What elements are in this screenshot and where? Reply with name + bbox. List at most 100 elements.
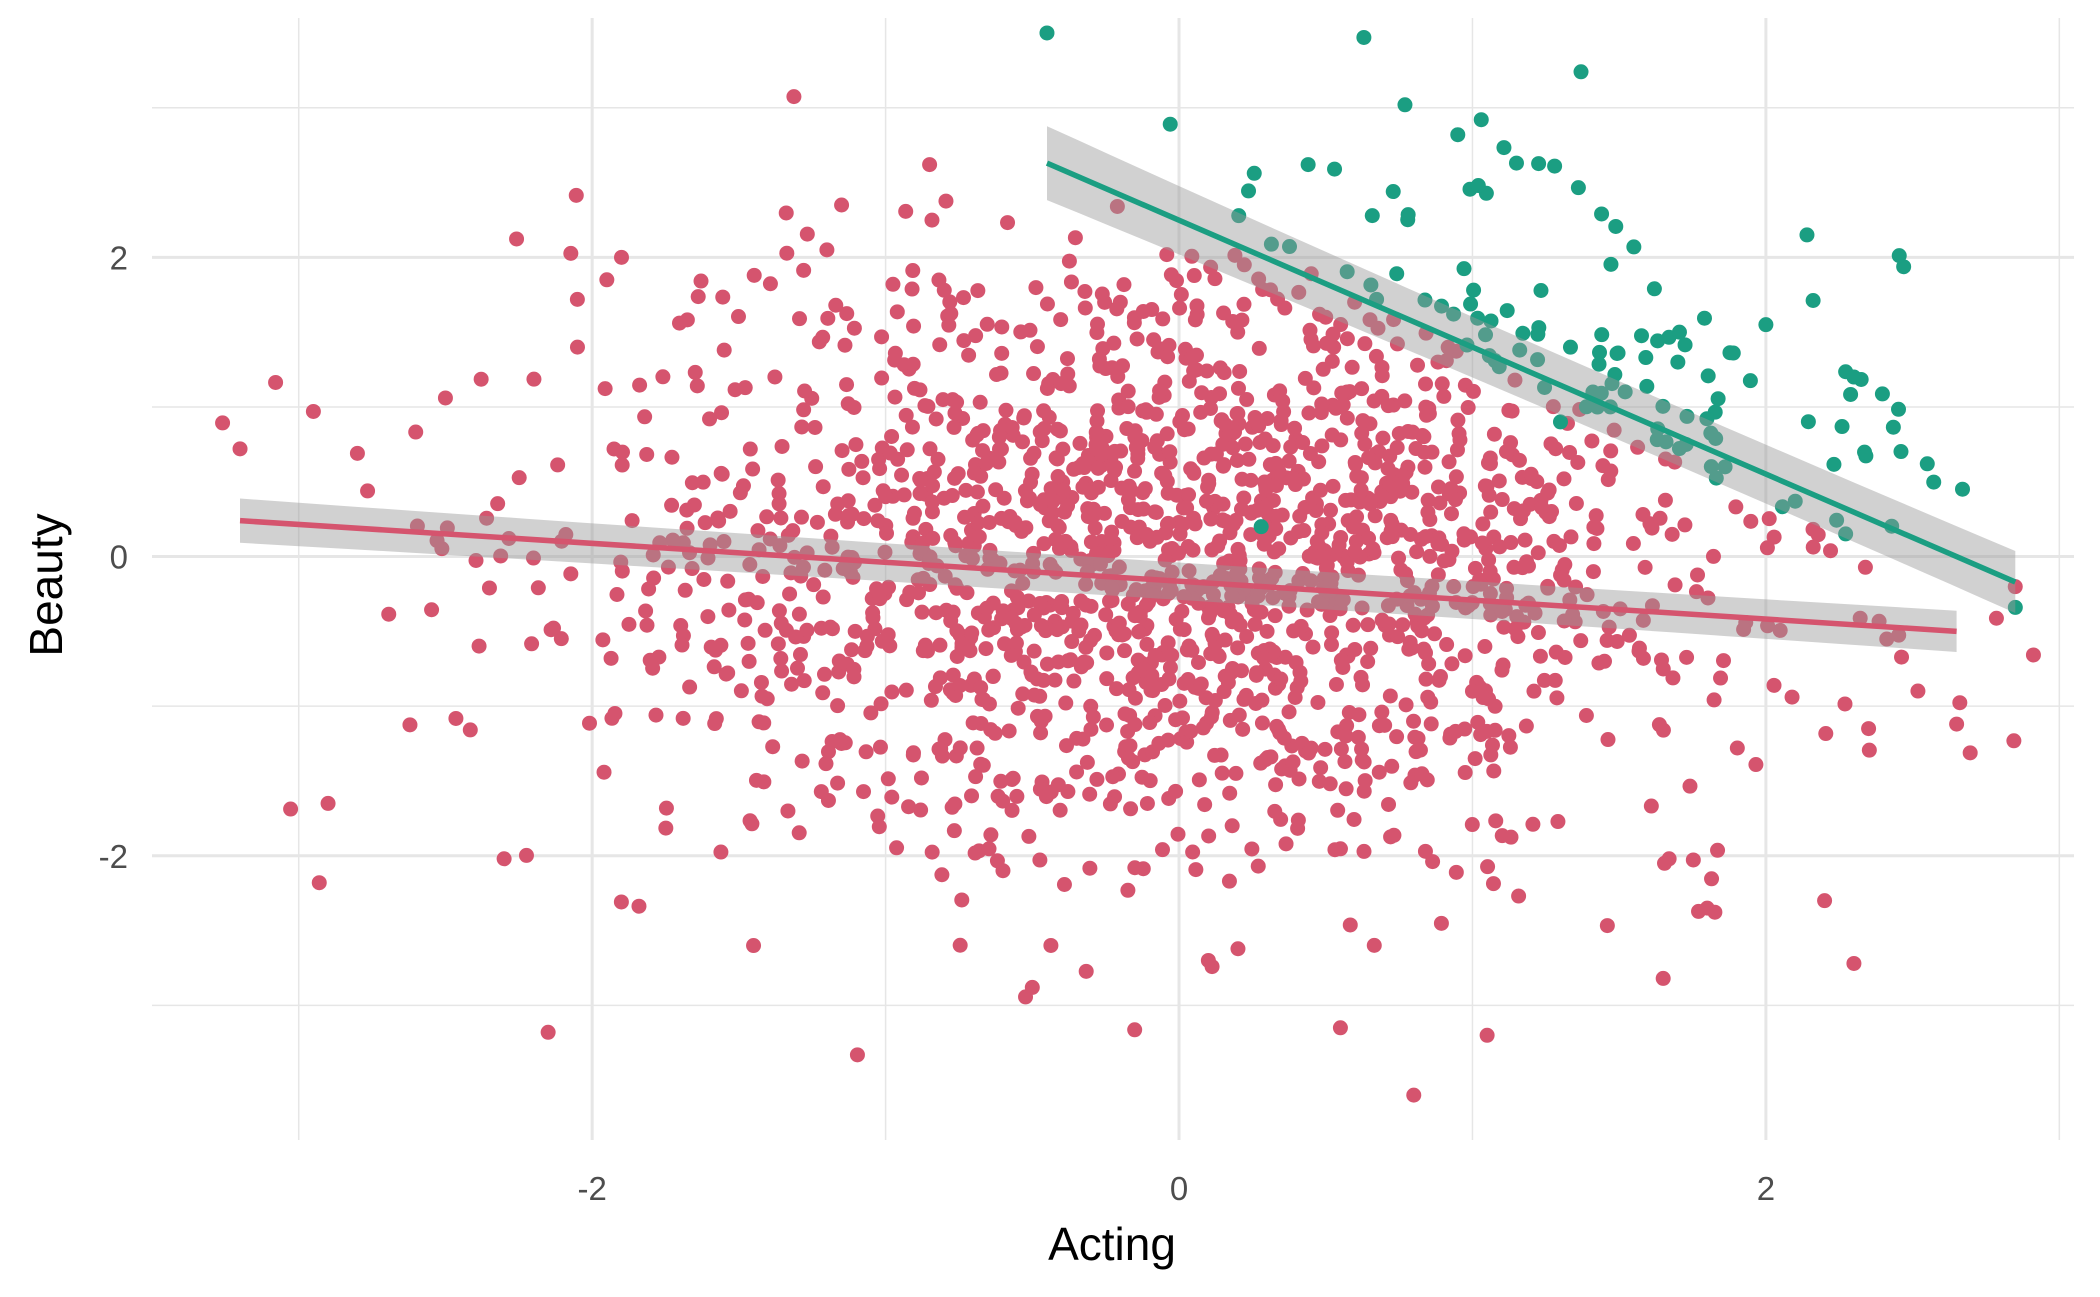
- pink-point: [1123, 801, 1139, 817]
- pink-point: [1962, 745, 1978, 761]
- pink-point: [1244, 841, 1260, 857]
- pink-point: [1183, 723, 1199, 739]
- pink-point: [1334, 385, 1350, 401]
- green-point: [1592, 344, 1608, 360]
- pink-point: [1400, 423, 1416, 439]
- pink-point: [1520, 558, 1536, 574]
- pink-point: [1464, 817, 1480, 833]
- pink-point: [524, 636, 540, 652]
- pink-point: [664, 497, 680, 513]
- pink-point: [1599, 632, 1615, 648]
- pink-point: [847, 623, 863, 639]
- pink-point: [771, 496, 787, 512]
- pink-point: [1254, 692, 1270, 708]
- pink-point: [1268, 478, 1284, 494]
- green-point: [1838, 526, 1854, 542]
- green-point: [1617, 384, 1633, 400]
- pink-point: [1234, 312, 1250, 328]
- pink-point: [530, 580, 546, 596]
- pink-point: [1530, 545, 1546, 561]
- pink-point: [1212, 360, 1228, 376]
- pink-point: [1391, 550, 1407, 566]
- pink-point: [1161, 585, 1177, 601]
- pink-point: [1499, 580, 1515, 596]
- pink-point: [637, 409, 653, 425]
- pink-point: [1891, 627, 1907, 643]
- green-point: [1389, 266, 1405, 282]
- pink-point: [820, 310, 836, 326]
- pink-point: [930, 451, 946, 467]
- pink-point: [360, 483, 376, 499]
- pink-point: [1477, 638, 1493, 654]
- pink-point: [1810, 527, 1826, 543]
- pink-point: [1003, 647, 1019, 663]
- pink-point: [1233, 501, 1249, 517]
- pink-point: [924, 212, 940, 228]
- pink-point: [750, 523, 766, 539]
- pink-point: [1139, 527, 1155, 543]
- pink-point: [1075, 479, 1091, 495]
- pink-point: [1025, 556, 1041, 572]
- pink-point: [1228, 765, 1244, 781]
- pink-point: [1761, 511, 1777, 527]
- pink-point: [1424, 444, 1440, 460]
- pink-point: [1216, 684, 1232, 700]
- pink-point: [1700, 590, 1716, 606]
- pink-point: [1545, 399, 1561, 415]
- pink-point: [1052, 423, 1068, 439]
- pink-point: [1053, 376, 1069, 392]
- pink-point: [1494, 662, 1510, 678]
- pink-point: [1323, 637, 1339, 653]
- pink-point: [1183, 351, 1199, 367]
- pink-point: [1573, 633, 1589, 649]
- pink-point: [603, 650, 619, 666]
- pink-point: [839, 306, 855, 322]
- green-point: [1417, 292, 1433, 308]
- pink-point: [1556, 471, 1572, 487]
- pink-point: [944, 488, 960, 504]
- pink-point: [232, 441, 248, 457]
- green-point: [2007, 599, 2023, 615]
- pink-point: [1861, 721, 1877, 737]
- pink-point: [1846, 955, 1862, 971]
- pink-point: [1281, 453, 1297, 469]
- pink-point: [1155, 311, 1171, 327]
- pink-point: [1216, 556, 1232, 572]
- pink-point: [1172, 300, 1188, 316]
- pink-point: [910, 585, 926, 601]
- pink-point: [550, 457, 566, 473]
- pink-point: [915, 570, 931, 586]
- pink-point: [1549, 690, 1565, 706]
- pink-point: [1460, 400, 1476, 416]
- pink-point: [1089, 771, 1105, 787]
- pink-point: [1450, 412, 1466, 428]
- pink-point: [1447, 492, 1463, 508]
- pink-point: [609, 587, 625, 603]
- pink-point: [1188, 862, 1204, 878]
- green-point: [1696, 310, 1712, 326]
- green-point: [1463, 296, 1479, 312]
- pink-point: [1713, 670, 1729, 686]
- pink-point: [972, 394, 988, 410]
- pink-point: [998, 402, 1014, 418]
- pink-point: [493, 548, 509, 564]
- pink-point: [815, 329, 831, 345]
- pink-point: [874, 370, 890, 386]
- pink-point: [981, 841, 997, 857]
- pink-point: [1422, 512, 1438, 528]
- pink-point: [905, 510, 921, 526]
- y-tick-label: 2: [110, 239, 128, 276]
- pink-point: [1159, 247, 1175, 263]
- pink-point: [1350, 567, 1366, 583]
- pink-point: [1247, 409, 1263, 425]
- pink-point: [613, 894, 629, 910]
- pink-point: [1120, 750, 1136, 766]
- pink-point: [1375, 430, 1391, 446]
- pink-point: [880, 771, 896, 787]
- pink-point: [1009, 788, 1025, 804]
- pink-point: [1397, 393, 1413, 409]
- pink-point: [1004, 772, 1020, 788]
- pink-point: [751, 714, 767, 730]
- pink-point: [1049, 622, 1065, 638]
- green-point: [1638, 350, 1654, 366]
